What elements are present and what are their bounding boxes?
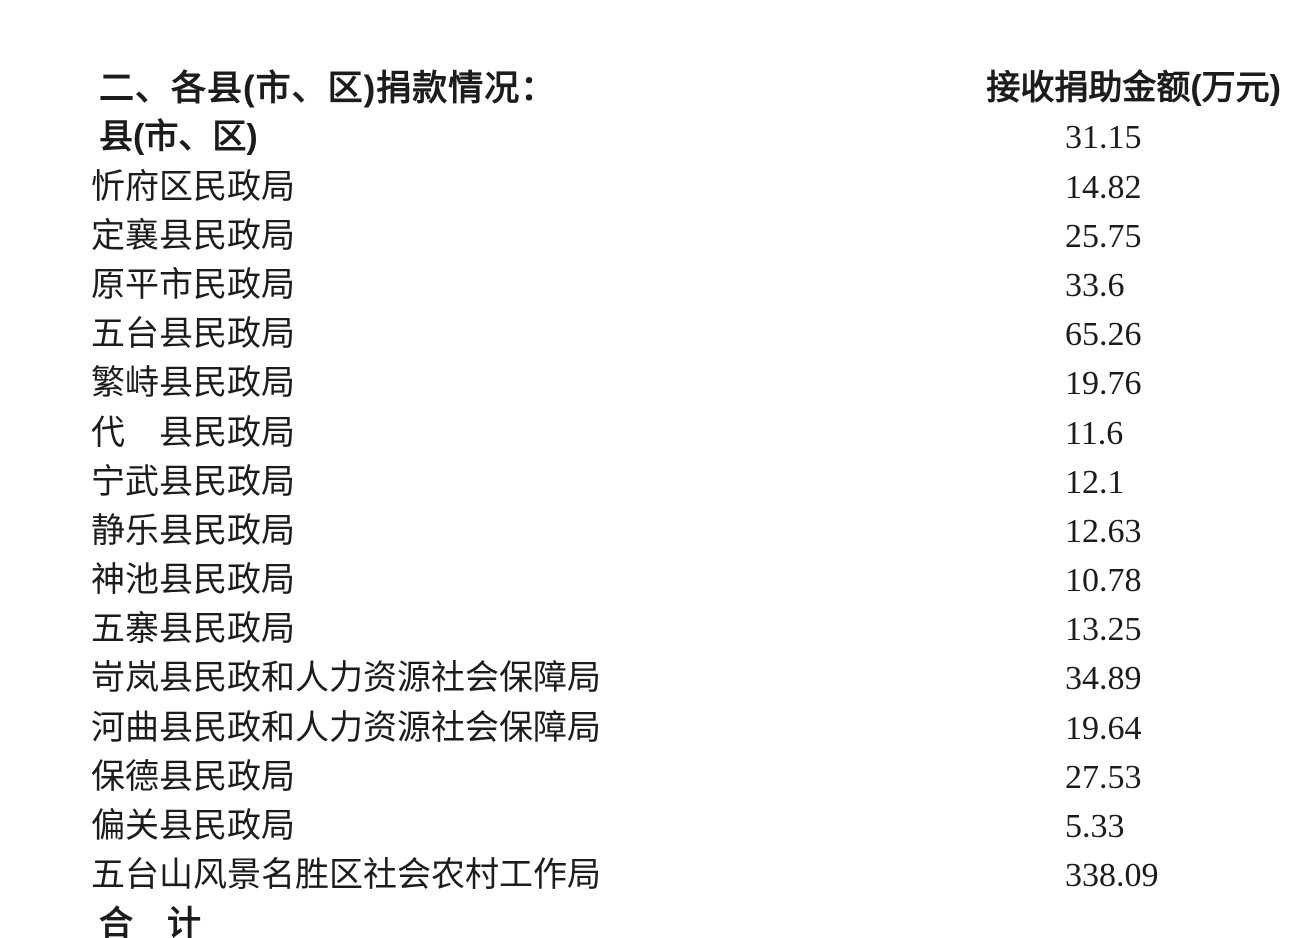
row-county-name: 宁武县民政局 xyxy=(91,463,295,501)
row-county-name: 偏关县民政局 xyxy=(91,808,295,846)
table-row: 五台县民政局 33.6 xyxy=(75,261,1281,353)
row-amount: 27.53 xyxy=(1065,758,1142,796)
row-amount: 19.76 xyxy=(1065,365,1142,403)
row-amount: 31.15 xyxy=(1065,119,1142,157)
row-county-name: 神池县民政局 xyxy=(91,562,295,600)
table-row: 偏关县民政局 27.53 xyxy=(75,753,1281,845)
row-county-name: 岢岚县民政和人力资源社会保障局 xyxy=(91,660,601,698)
row-amount: 10.78 xyxy=(1065,562,1142,600)
row-amount: 34.89 xyxy=(1065,660,1142,698)
row-county-name: 五台县民政局 xyxy=(91,316,295,354)
section-title-text: 二、各县(市、区)捐款情况： xyxy=(99,69,557,109)
table-row: 繁峙县民政局 65.26 xyxy=(75,310,1281,402)
row-county-name: 五寨县民政局 xyxy=(91,611,295,649)
document-content: 二、各县(市、区)捐款情况： 县(市、区) 接收捐助金额(万元) 忻府区民政局 … xyxy=(75,15,1281,938)
row-amount: 25.75 xyxy=(1065,217,1142,255)
section-title: 二、各县(市、区)捐款情况： xyxy=(75,15,1281,108)
table-row: 原平市民政局 25.75 xyxy=(75,212,1281,304)
row-amount: 5.33 xyxy=(1065,808,1125,845)
table-rows: 忻府区民政局 31.15 定襄县民政局 14.82 原平市民政局 25.75 五… xyxy=(75,113,1281,894)
row-county-name: 繁峙县民政局 xyxy=(91,365,295,403)
row-county-name: 定襄县民政局 xyxy=(91,217,295,255)
row-county-name: 静乐县民政局 xyxy=(91,512,295,550)
table-row: 保德县民政局 19.64 xyxy=(75,704,1281,796)
row-amount: 65.26 xyxy=(1065,316,1142,354)
table-row: 宁武县民政局 11.6 xyxy=(75,409,1281,501)
table-row: 代 县民政局 19.76 xyxy=(75,359,1281,451)
total-label: 合 计 xyxy=(99,905,201,938)
table-total-row: 合 计 338.09 xyxy=(75,851,1281,938)
row-amount: 33.6 xyxy=(1065,266,1125,304)
table-row: 静乐县民政局 12.1 xyxy=(75,458,1281,550)
table-row: 五寨县民政局 10.78 xyxy=(75,556,1281,648)
row-amount: 19.64 xyxy=(1065,709,1142,747)
column-header-county: 县(市、区) xyxy=(99,118,258,157)
row-county-name: 保德县民政局 xyxy=(91,758,295,796)
row-amount: 12.1 xyxy=(1065,463,1125,501)
row-amount: 13.25 xyxy=(1065,611,1142,649)
table-row: 五台山风景名胜区社会农村工作局 5.33 xyxy=(75,802,1281,894)
row-county-name: 河曲县民政和人力资源社会保障局 xyxy=(91,709,601,747)
total-amount: 338.09 xyxy=(1065,857,1159,895)
column-header-amount: 接收捐助金额(万元) xyxy=(986,69,1281,108)
table-row: 神池县民政局 12.63 xyxy=(75,507,1281,599)
row-county-name: 代 县民政局 xyxy=(91,414,295,452)
table-row: 岢岚县民政和人力资源社会保障局 13.25 xyxy=(75,605,1281,697)
table-header-row: 县(市、区) 接收捐助金额(万元) xyxy=(75,64,1281,156)
row-county-name: 五台山风景名胜区社会农村工作局 xyxy=(91,857,601,895)
row-amount: 14.82 xyxy=(1065,168,1142,206)
row-county-name: 原平市民政局 xyxy=(91,266,295,304)
row-amount: 11.6 xyxy=(1065,414,1124,452)
row-county-name: 忻府区民政局 xyxy=(91,168,295,206)
table-row: 忻府区民政局 31.15 xyxy=(75,113,1281,205)
table-row: 河曲县民政和人力资源社会保障局 34.89 xyxy=(75,654,1281,746)
table-row: 定襄县民政局 14.82 xyxy=(75,163,1281,255)
row-amount: 12.63 xyxy=(1065,512,1142,550)
